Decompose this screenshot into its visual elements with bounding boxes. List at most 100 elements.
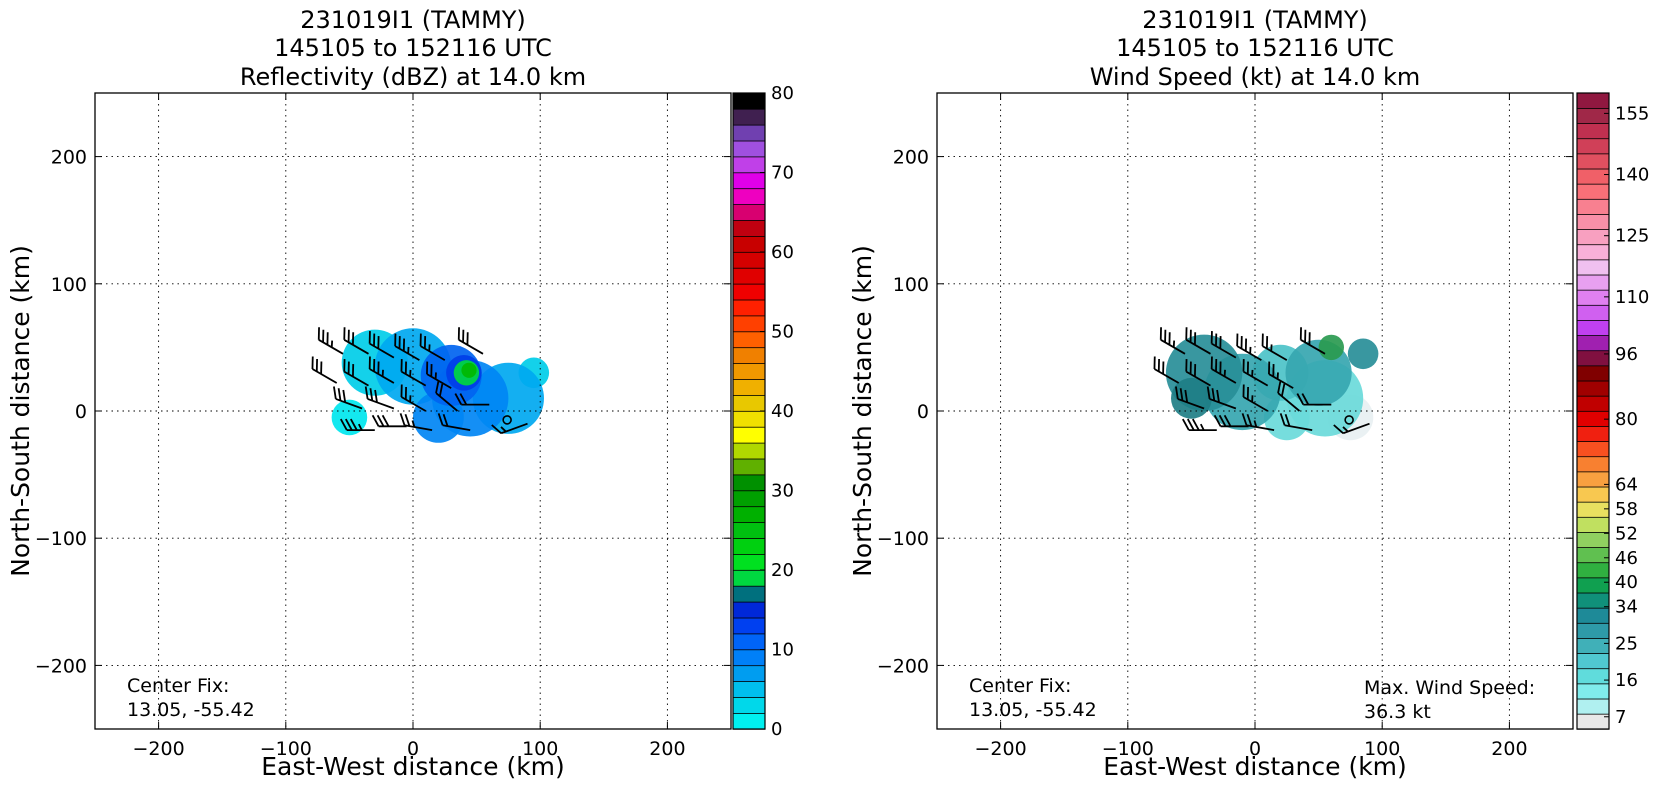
reflectivity-colorbar: 0 10 20 30 40 50 60 70 80: [732, 83, 794, 740]
wind-barb: [1213, 414, 1249, 428]
x-tick-label: −200: [975, 738, 1027, 760]
colorbar-swatch: [1576, 546, 1610, 564]
colorbar-swatch: [1576, 456, 1610, 473]
wind-barb: [400, 359, 427, 387]
colorbar-swatch: [732, 362, 766, 380]
panel2-title-line1: 231019I1 (TAMMY): [1142, 6, 1368, 34]
storm-center-marker: [1344, 415, 1354, 425]
colorbar-swatch: [732, 553, 766, 571]
colorbar-tick-label: 10: [771, 640, 794, 661]
y-tick-label: 200: [51, 147, 87, 169]
panel1-gridlines: [95, 93, 731, 729]
panel2-center-marker: [1344, 415, 1354, 425]
colorbar-swatch: [1576, 168, 1610, 185]
colorbar-swatch: [732, 410, 766, 428]
panel1-title-line1: 231019I1 (TAMMY): [300, 6, 526, 34]
colorbar-swatch: [1576, 698, 1610, 715]
colorbar-swatch: [732, 617, 766, 635]
colorbar-swatch: [1576, 652, 1610, 670]
panel1-x-axis-label: East-West distance (km): [261, 752, 565, 781]
colorbar-swatch: [1576, 365, 1610, 382]
panel1-axes-frame: [94, 92, 732, 730]
colorbar-swatch: [732, 346, 766, 364]
colorbar-swatch: [732, 537, 766, 555]
wind-barb: [1206, 386, 1237, 410]
wind-barb: [437, 413, 471, 431]
panel1-center-fix-line2: 13.05, -55.42: [127, 699, 255, 721]
colorbar-swatch: [732, 187, 766, 205]
colorbar-swatch: [1576, 107, 1610, 124]
field-cell: [1318, 334, 1345, 361]
colorbar-swatch: [732, 601, 766, 619]
colorbar-swatch: [732, 474, 766, 492]
y-tick-label: 100: [893, 274, 929, 296]
storm-center-marker: [502, 415, 512, 425]
x-tick-label: −100: [1102, 738, 1154, 760]
panel2-title-line3: Wind Speed (kt) at 14.0 km: [1090, 63, 1421, 91]
colorbar-swatch: [732, 283, 766, 301]
x-tick-label: 0: [1249, 738, 1261, 760]
colorbar-tick-label: 110: [1615, 287, 1649, 308]
wind-barb: [333, 386, 363, 410]
colorbar-swatch: [1576, 501, 1610, 518]
field-cell: [331, 399, 368, 436]
colorbar-swatch: [732, 426, 766, 444]
y-tick-label: −100: [35, 528, 87, 550]
colorbar-tick-label: 125: [1615, 226, 1649, 247]
colorbar-tick-label: 34: [1615, 597, 1638, 618]
colorbar-swatch: [1576, 183, 1610, 200]
colorbar-swatch: [1576, 425, 1610, 442]
colorbar-tick-label: 7: [1615, 707, 1626, 728]
colorbar-swatch: [732, 267, 766, 285]
panel1-title-line3: Reflectivity (dBZ) at 14.0 km: [240, 63, 586, 91]
panel1-ticks: −200 −100 0 100 200 −200 −100 0 100 200: [35, 93, 731, 760]
x-tick-label: 200: [649, 738, 685, 760]
field-cell: [1347, 338, 1379, 370]
colorbar-swatch: [732, 140, 766, 158]
wind-barb: [368, 356, 395, 384]
wind-speed-field: [1165, 334, 1379, 441]
colorbar-swatch: [1576, 213, 1610, 230]
x-tick-label: 100: [1364, 738, 1400, 760]
colorbar-swatch: [732, 156, 766, 174]
colorbar-swatch: [732, 442, 766, 460]
wind-barb: [340, 418, 375, 432]
colorbar-swatch: [1576, 440, 1610, 458]
panel1-center-fix-label: Center Fix: 13.05, -55.42: [127, 675, 255, 721]
x-tick-label: −200: [133, 738, 185, 760]
panel1-wind-barbs: [311, 327, 528, 435]
wind-barb: [394, 333, 420, 361]
wind-barb: [1296, 393, 1332, 406]
panel2-ticks: −200 −100 0 100 200 −200 −100 0 100 200: [877, 93, 1573, 760]
y-tick-label: −100: [877, 528, 929, 550]
colorbar-swatch: [1576, 592, 1610, 609]
colorbar-swatch: [732, 458, 766, 476]
panel2-center-fix-line2: 13.05, -55.42: [969, 699, 1097, 721]
colorbar-swatch: [732, 633, 766, 651]
colorbar-swatch: [1576, 198, 1610, 215]
colorbar-tick-label: 0: [771, 719, 782, 740]
wind-barb: [343, 327, 369, 355]
colorbar-swatch: [732, 490, 766, 508]
colorbar-swatch: [1576, 244, 1610, 261]
colorbar-tick-label: 96: [1615, 344, 1638, 365]
colorbar-swatch: [732, 569, 766, 587]
wind-barb: [1241, 413, 1275, 431]
colorbar-swatch: [1576, 516, 1610, 533]
panel2-y-axis-label: North-South distance (km): [848, 245, 877, 577]
colorbar-swatch: [1576, 319, 1610, 336]
colorbar-swatch: [732, 108, 766, 126]
panel2-max-wind-line2: 36.3 kt: [1364, 701, 1431, 723]
colorbar-frame: [1576, 92, 1610, 730]
wind-barb: [1277, 380, 1301, 412]
panel1-center-fix-line1: Center Fix:: [127, 675, 229, 697]
colorbar-swatch: [1576, 334, 1610, 352]
colorbar-tick-label: 50: [771, 322, 794, 343]
colorbar-swatch: [732, 696, 766, 714]
colorbar-swatch: [1576, 259, 1610, 276]
colorbar-swatch: [1576, 637, 1610, 654]
wind-barb: [1236, 333, 1262, 361]
colorbar-tick-label: 30: [771, 481, 794, 502]
colorbar-swatch: [1576, 562, 1610, 579]
colorbar-swatch: [732, 203, 766, 221]
